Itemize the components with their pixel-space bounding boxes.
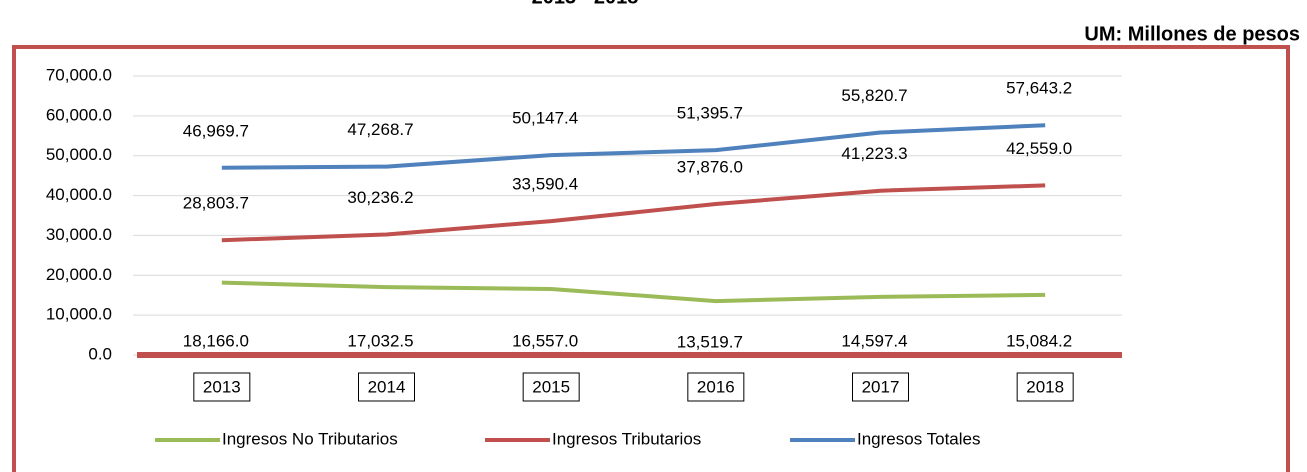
y-tick-label: 60,000.0 — [46, 105, 112, 124]
y-tick-label: 40,000.0 — [46, 185, 112, 204]
data-label: 28,803.7 — [183, 194, 249, 213]
data-label: 30,236.2 — [347, 188, 413, 207]
data-label: 15,084.2 — [1006, 331, 1072, 350]
data-label: 18,166.0 — [183, 331, 249, 350]
x-tick-box — [852, 372, 909, 402]
x-tick-box — [193, 372, 251, 402]
x-tick-label: 2017 — [862, 377, 900, 396]
data-label: 17,032.5 — [347, 331, 413, 350]
x-tick-box — [687, 372, 745, 402]
y-tick-label: 0.0 — [88, 344, 112, 363]
x-tick-label: 2015 — [532, 377, 570, 396]
x-tick-label: 2016 — [697, 377, 735, 396]
legend-label: Ingresos Tributarios — [552, 429, 701, 448]
data-label: 41,223.3 — [841, 144, 907, 163]
data-label: 55,820.7 — [841, 86, 907, 105]
chart-title: 2013 - 2018 — [532, 0, 639, 8]
chart-subtitle: UM: Millones de pesos — [1084, 23, 1300, 45]
data-label: 16,557.0 — [512, 331, 578, 350]
y-tick-label: 50,000.0 — [46, 145, 112, 164]
y-tick-label: 70,000.0 — [46, 65, 112, 84]
data-label: 51,395.7 — [677, 104, 743, 123]
data-label: 42,559.0 — [1006, 139, 1072, 158]
data-label: 14,597.4 — [841, 331, 907, 350]
data-label: 33,590.4 — [512, 175, 578, 194]
x-tick-box — [358, 372, 415, 402]
y-tick-label: 20,000.0 — [46, 265, 112, 284]
series-line — [221, 280, 1046, 304]
x-tick-label: 2013 — [203, 377, 241, 396]
x-tick-box — [1016, 372, 1074, 402]
legend-label: Ingresos Totales — [857, 429, 980, 448]
data-label: 13,519.7 — [677, 333, 743, 352]
data-label: 37,876.0 — [677, 158, 743, 177]
legend-label: Ingresos No Tributarios — [222, 429, 398, 448]
x-tick-box — [522, 372, 580, 402]
y-tick-label: 10,000.0 — [46, 305, 112, 324]
y-tick-label: 30,000.0 — [46, 225, 112, 244]
series-line — [221, 183, 1046, 243]
frame — [12, 45, 1290, 472]
data-label: 47,268.7 — [347, 120, 413, 139]
x-tick-label: 2018 — [1026, 377, 1064, 396]
data-label: 50,147.4 — [512, 109, 578, 128]
data-label: 46,969.7 — [183, 121, 249, 140]
series-line — [221, 123, 1046, 170]
x-tick-label: 2014 — [368, 377, 406, 396]
data-label: 57,643.2 — [1006, 79, 1072, 98]
